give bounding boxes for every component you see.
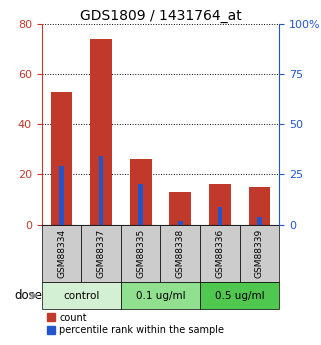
Bar: [160, 225, 200, 283]
Bar: [209, 185, 231, 225]
Bar: [42, 283, 121, 309]
Title: GDS1809 / 1431764_at: GDS1809 / 1431764_at: [80, 9, 241, 23]
Text: control: control: [63, 291, 100, 301]
Bar: [138, 185, 143, 225]
Text: GSM88339: GSM88339: [255, 229, 264, 278]
Text: GSM88334: GSM88334: [57, 229, 66, 278]
Text: GSM88336: GSM88336: [215, 229, 224, 278]
Text: 0.1 ug/ml: 0.1 ug/ml: [136, 291, 185, 301]
Bar: [42, 225, 81, 283]
Bar: [240, 225, 279, 283]
Bar: [200, 283, 279, 309]
Text: dose: dose: [14, 289, 42, 302]
Bar: [99, 156, 103, 225]
Bar: [257, 217, 262, 225]
Bar: [248, 187, 270, 225]
Text: GSM88338: GSM88338: [176, 229, 185, 278]
Bar: [59, 166, 64, 225]
Bar: [81, 225, 121, 283]
Bar: [169, 192, 191, 225]
Text: GSM88337: GSM88337: [97, 229, 106, 278]
Bar: [121, 225, 160, 283]
Bar: [200, 225, 240, 283]
Bar: [218, 207, 222, 225]
Bar: [51, 92, 73, 225]
Bar: [178, 220, 183, 225]
Legend: count, percentile rank within the sample: count, percentile rank within the sample: [47, 313, 224, 335]
Bar: [130, 159, 152, 225]
Bar: [90, 39, 112, 225]
Text: GSM88335: GSM88335: [136, 229, 145, 278]
Bar: [121, 283, 200, 309]
Text: 0.5 ug/ml: 0.5 ug/ml: [215, 291, 265, 301]
